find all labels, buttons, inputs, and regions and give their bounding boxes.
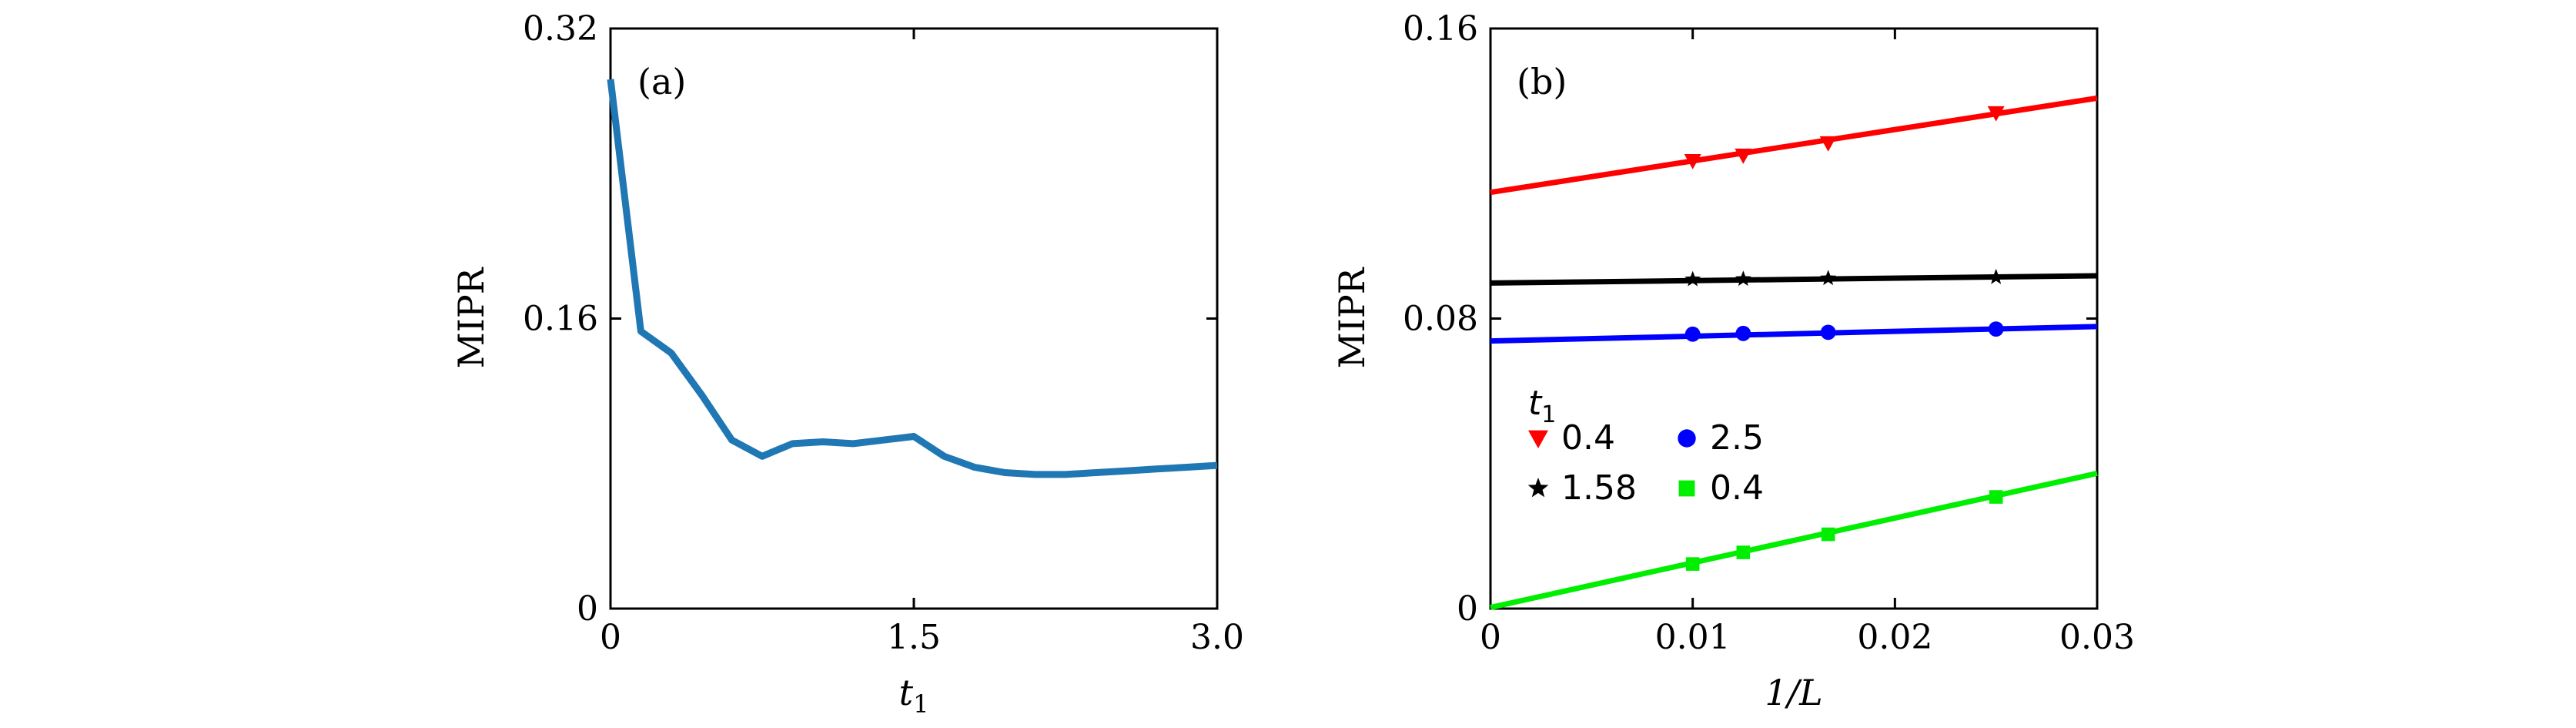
panel-a-x-axis-title-main: t — [899, 672, 914, 713]
panel-a-x-tick-label: 0 — [600, 618, 621, 657]
panel-b-x-axis-title: 1/L — [1765, 672, 1822, 713]
panel-b-legend: t1 0.4 2.5 1.58 0.4 — [1528, 384, 1764, 508]
panel-a: (a) 0 0.16 0.32 0 1.5 3.0 MIPR t1 — [450, 9, 1244, 719]
panel-b-series — [1490, 98, 2097, 607]
panel-a-series — [611, 79, 1217, 475]
panel-b-y-tick-label: 0.16 — [1403, 9, 1478, 49]
panel-a-x-axis-title-sub: 1 — [913, 689, 928, 719]
panel-a-x-ticks: 0 1.5 3.0 — [600, 29, 1244, 657]
panel-a-frame — [611, 29, 1217, 609]
legend-marker-3 — [1679, 481, 1695, 497]
panel-b-fit-line-0 — [1490, 98, 2097, 192]
panel-b-point-3 — [1989, 490, 2003, 504]
panel-b-point-1 — [1735, 270, 1751, 286]
panel-b-x-tick-label: 0 — [1480, 618, 1501, 657]
panel-b-x-tick-label: 0.03 — [2059, 618, 2135, 657]
panel-b-point-0 — [1820, 136, 1837, 152]
legend-title-main: t — [1528, 384, 1543, 423]
panel-b-label: (b) — [1517, 61, 1567, 102]
panel-a-series-line — [611, 79, 1217, 475]
panel-b-y-axis-title: MIPR — [1331, 267, 1373, 368]
panel-b: (b) 0 0.08 0.16 0 0.01 0.02 0.03 MIPR 1/L t1 … — [1331, 9, 2135, 713]
panel-a-y-tick-label: 0.32 — [523, 9, 598, 49]
panel-a-x-tick-label: 3.0 — [1190, 618, 1244, 657]
panel-a-y-tick-label: 0 — [577, 589, 598, 629]
panel-b-fit-line-1 — [1490, 276, 2097, 283]
panel-b-point-3 — [1686, 557, 1700, 571]
panel-b-point-3 — [1822, 528, 1835, 542]
panel-b-point-3 — [1737, 545, 1751, 559]
panel-b-point-2 — [1989, 321, 2004, 337]
panel-a-label: (a) — [637, 61, 686, 102]
panel-b-point-1 — [1820, 270, 1836, 285]
panel-b-y-tick-label: 0.08 — [1403, 300, 1478, 339]
legend-label-2: 2.5 — [1710, 418, 1764, 458]
legend-marker-1 — [1528, 478, 1549, 497]
panel-b-frame — [1490, 29, 2097, 609]
panel-a-y-tick-label: 0.16 — [523, 300, 598, 339]
panel-b-point-2 — [1821, 324, 1836, 340]
panel-a-x-axis-title: t1 — [899, 672, 929, 719]
panel-b-x-tick-label: 0.01 — [1655, 618, 1731, 657]
panel-b-fit-line-2 — [1490, 327, 2097, 341]
legend-title: t1 — [1528, 384, 1556, 428]
panel-b-point-2 — [1735, 326, 1751, 341]
legend-title-sub: 1 — [1541, 401, 1556, 428]
legend-marker-2 — [1678, 429, 1695, 447]
legend-marker-0 — [1528, 431, 1548, 448]
panel-b-x-ticks: 0 0.01 0.02 0.03 — [1480, 29, 2135, 657]
panel-a-y-ticks: 0 0.16 0.32 — [523, 9, 1217, 629]
legend-label-1: 1.58 — [1561, 468, 1637, 508]
panel-b-y-tick-label: 0 — [1457, 589, 1478, 629]
panel-a-x-tick-label: 1.5 — [887, 618, 941, 657]
legend-label-0: 0.4 — [1561, 418, 1615, 458]
panel-b-point-2 — [1685, 327, 1701, 342]
panel-a-y-axis-title: MIPR — [450, 267, 492, 368]
legend-label-3: 0.4 — [1710, 468, 1764, 508]
panel-b-y-ticks: 0 0.08 0.16 — [1403, 9, 2097, 629]
panel-b-x-tick-label: 0.02 — [1857, 618, 1932, 657]
panel-b-point-1 — [1988, 269, 2004, 284]
legend-entries: 0.4 2.5 1.58 0.4 — [1528, 418, 1764, 508]
panel-b-point-1 — [1684, 271, 1701, 287]
